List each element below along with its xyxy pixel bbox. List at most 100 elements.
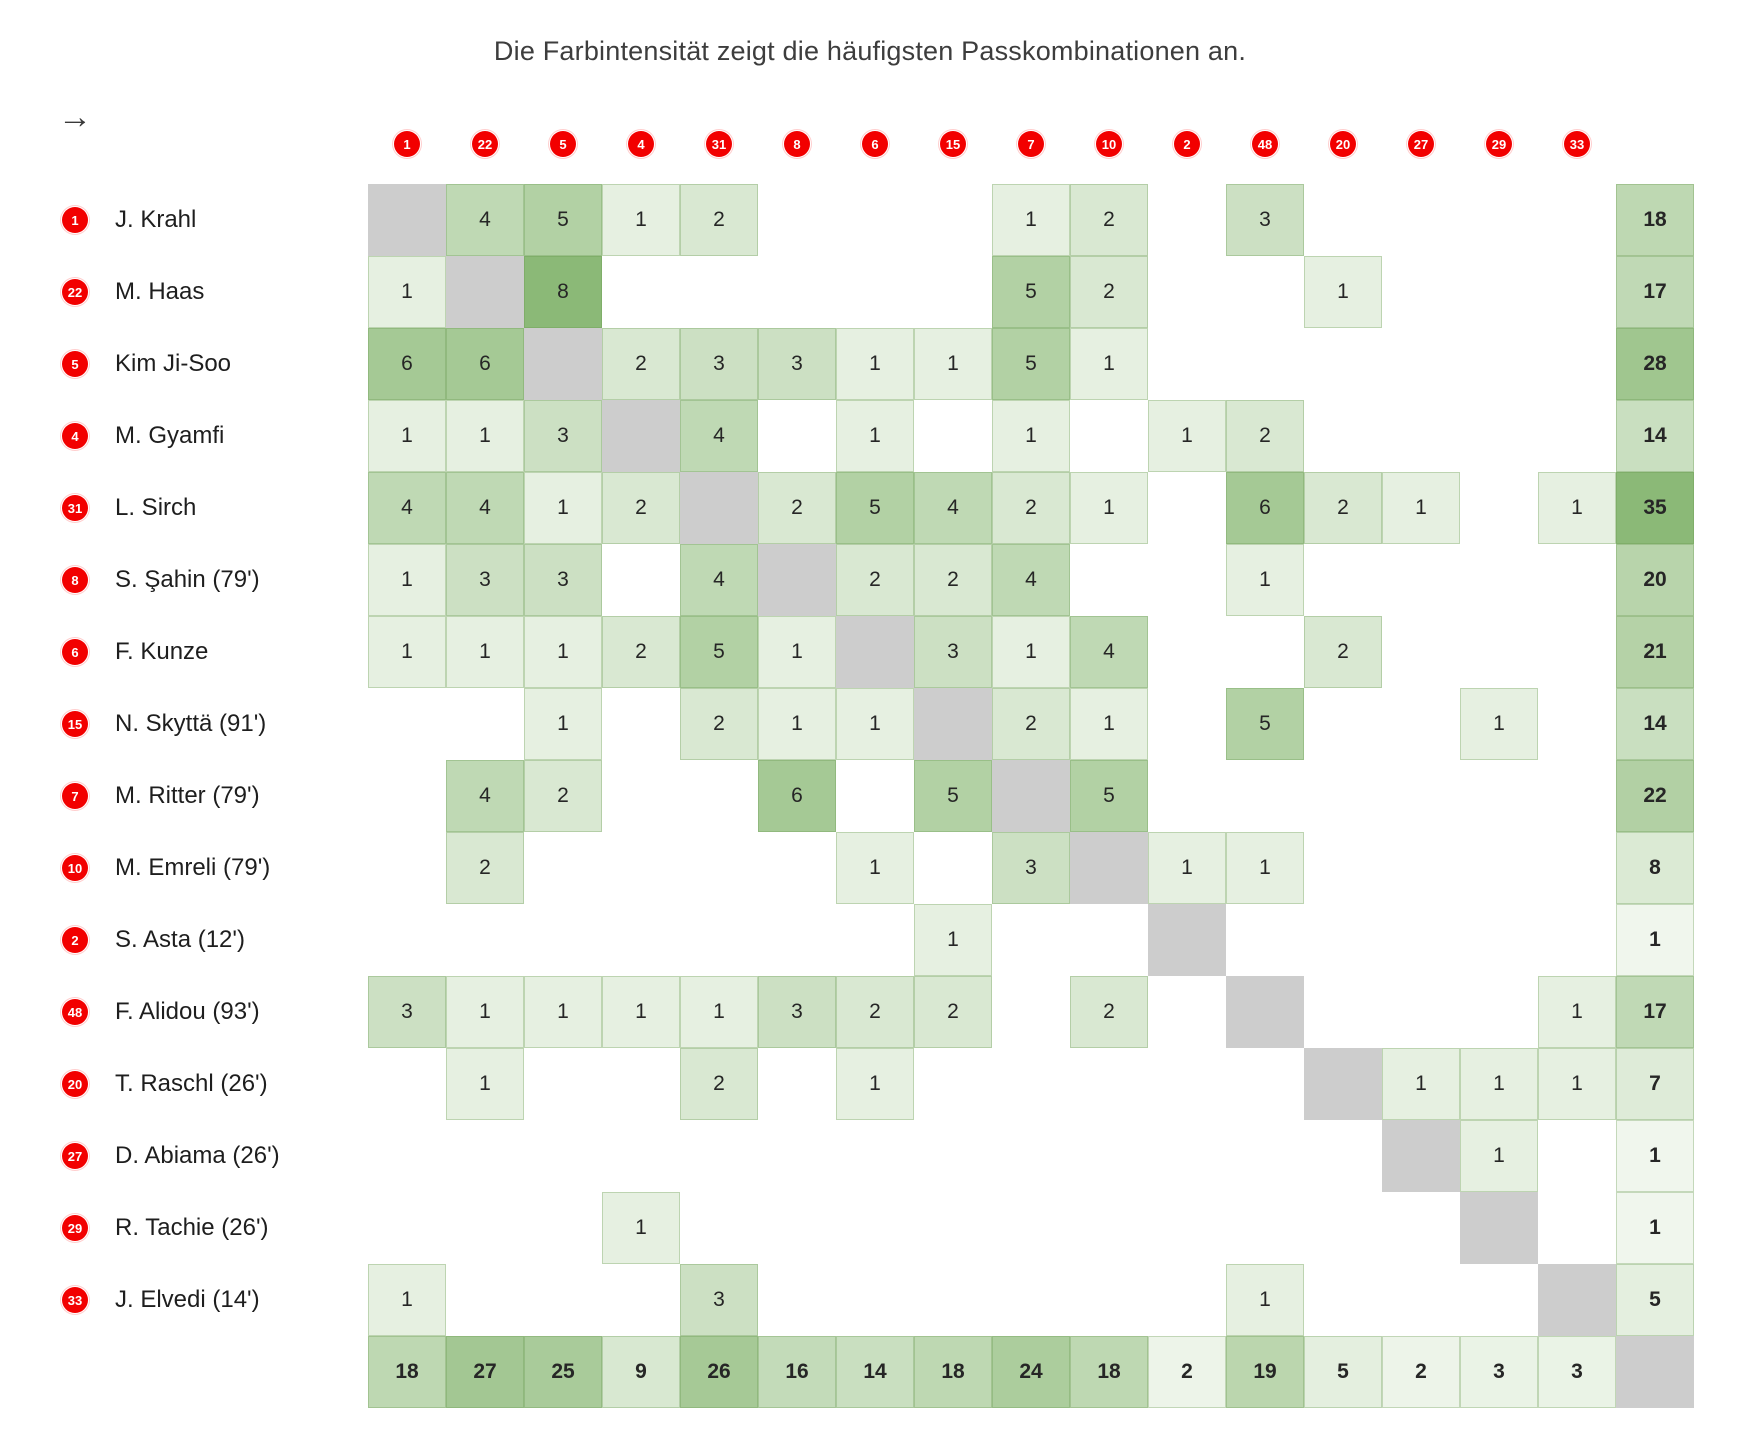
player-number-badge: 33 — [1564, 131, 1590, 157]
matrix-cell: 1 — [758, 616, 836, 688]
column-total-cell: 3 — [1460, 1336, 1538, 1408]
matrix-cell: 1 — [992, 400, 1070, 472]
matrix-cell: 3 — [992, 832, 1070, 904]
row-total-cell: 20 — [1616, 544, 1694, 616]
matrix-cell: 4 — [446, 184, 524, 256]
player-number-badge: 48 — [62, 999, 88, 1025]
row-total-cell: 8 — [1616, 832, 1694, 904]
player-number-badge: 31 — [62, 495, 88, 521]
matrix-cell: 4 — [680, 400, 758, 472]
diagonal-self-cell — [524, 328, 602, 400]
column-total-cell: 24 — [992, 1336, 1070, 1408]
column-total-cell: 16 — [758, 1336, 836, 1408]
row-label-player-name: M. Ritter (79') — [115, 782, 260, 809]
matrix-cell: 4 — [680, 544, 758, 616]
matrix-cell: 1 — [524, 472, 602, 544]
matrix-cell: 1 — [1226, 832, 1304, 904]
diagonal-self-cell — [1226, 976, 1304, 1048]
matrix-cell: 1 — [1148, 400, 1226, 472]
column-total-cell: 14 — [836, 1336, 914, 1408]
player-number-badge: 20 — [1330, 131, 1356, 157]
matrix-cell: 1 — [446, 400, 524, 472]
column-total-cell: 19 — [1226, 1336, 1304, 1408]
diagonal-self-cell — [1070, 832, 1148, 904]
matrix-cell: 1 — [1382, 1048, 1460, 1120]
row-total-cell: 21 — [1616, 616, 1694, 688]
row-label-player-name: J. Elvedi (14') — [115, 1286, 260, 1313]
diagonal-self-cell — [1148, 904, 1226, 976]
matrix-cell: 2 — [992, 688, 1070, 760]
player-number-badge: 31 — [706, 131, 732, 157]
matrix-cell: 1 — [992, 184, 1070, 256]
matrix-cell: 4 — [992, 544, 1070, 616]
matrix-cell: 2 — [836, 976, 914, 1048]
matrix-cell: 6 — [1226, 472, 1304, 544]
matrix-cell: 6 — [446, 328, 524, 400]
matrix-cell: 2 — [1304, 472, 1382, 544]
matrix-cell: 1 — [1304, 256, 1382, 328]
player-number-badge: 22 — [62, 279, 88, 305]
matrix-cell: 2 — [680, 184, 758, 256]
matrix-cell: 1 — [1460, 688, 1538, 760]
column-total-cell: 26 — [680, 1336, 758, 1408]
matrix-cell: 1 — [524, 688, 602, 760]
player-number-badge: 10 — [62, 855, 88, 881]
diagonal-self-cell — [1538, 1264, 1616, 1336]
matrix-cell: 3 — [524, 400, 602, 472]
matrix-cell: 1 — [446, 1048, 524, 1120]
matrix-cell: 1 — [446, 616, 524, 688]
row-total-cell: 14 — [1616, 688, 1694, 760]
row-total-cell: 1 — [1616, 1120, 1694, 1192]
player-number-badge: 5 — [550, 131, 576, 157]
matrix-cell: 1 — [524, 976, 602, 1048]
player-number-badge: 2 — [62, 927, 88, 953]
column-total-cell: 9 — [602, 1336, 680, 1408]
matrix-cell: 3 — [680, 328, 758, 400]
player-number-badge: 4 — [62, 423, 88, 449]
matrix-cell: 3 — [1226, 184, 1304, 256]
matrix-cell: 6 — [758, 760, 836, 832]
row-total-cell: 35 — [1616, 472, 1694, 544]
player-number-badge: 29 — [62, 1215, 88, 1241]
player-number-badge: 8 — [62, 567, 88, 593]
diagonal-self-cell — [1460, 1192, 1538, 1264]
matrix-cell: 2 — [1304, 616, 1382, 688]
column-total-cell: 18 — [914, 1336, 992, 1408]
matrix-cell: 1 — [836, 400, 914, 472]
matrix-cell: 3 — [680, 1264, 758, 1336]
column-total-cell: 25 — [524, 1336, 602, 1408]
row-label-player-name: F. Kunze — [115, 638, 209, 665]
matrix-cell: 1 — [1538, 472, 1616, 544]
row-label-player-name: L. Sirch — [115, 494, 197, 521]
row-total-cell: 17 — [1616, 256, 1694, 328]
matrix-cell: 3 — [914, 616, 992, 688]
matrix-cell: 3 — [368, 976, 446, 1048]
row-label-player-name: J. Krahl — [115, 206, 197, 233]
row-label-player-name: D. Abiama (26') — [115, 1142, 280, 1169]
matrix-cell: 1 — [602, 184, 680, 256]
diagonal-self-cell — [836, 616, 914, 688]
row-label-player-name: T. Raschl (26') — [115, 1070, 268, 1097]
matrix-cell: 2 — [914, 976, 992, 1048]
matrix-cell: 1 — [446, 976, 524, 1048]
matrix-cell: 1 — [836, 1048, 914, 1120]
matrix-cell: 2 — [680, 1048, 758, 1120]
player-number-badge: 15 — [62, 711, 88, 737]
matrix-cell: 1 — [1460, 1120, 1538, 1192]
matrix-cell: 5 — [992, 328, 1070, 400]
diagonal-self-cell — [602, 400, 680, 472]
player-number-badge: 33 — [62, 1287, 88, 1313]
column-total-cell: 5 — [1304, 1336, 1382, 1408]
matrix-cell: 1 — [524, 616, 602, 688]
matrix-cell: 5 — [524, 184, 602, 256]
chart-title: Die Farbintensität zeigt die häufigsten … — [493, 36, 1247, 66]
matrix-cell: 2 — [524, 760, 602, 832]
matrix-cell: 2 — [758, 472, 836, 544]
player-number-badge: 5 — [62, 351, 88, 377]
matrix-cell: 5 — [992, 256, 1070, 328]
matrix-cell: 1 — [1070, 328, 1148, 400]
column-total-cell: 27 — [446, 1336, 524, 1408]
matrix-cell: 1 — [1148, 832, 1226, 904]
matrix-cell: 2 — [602, 328, 680, 400]
diagonal-self-cell — [758, 544, 836, 616]
